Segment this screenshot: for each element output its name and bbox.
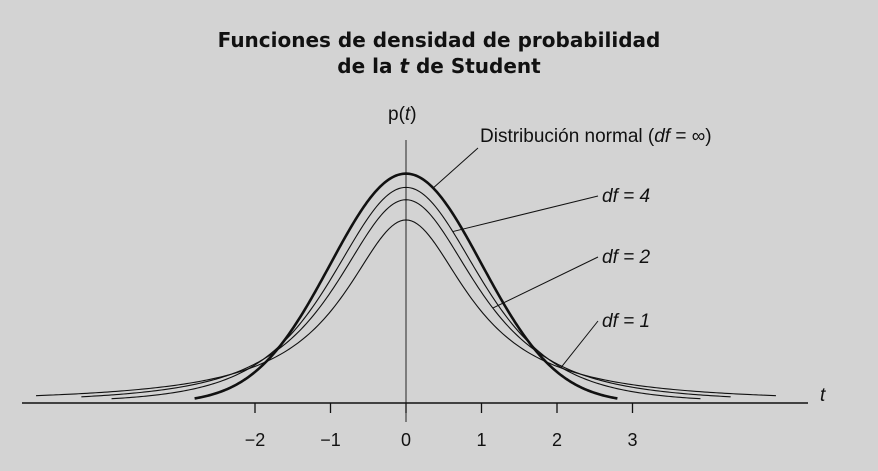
leader-df4: [452, 195, 599, 233]
y-axis-label: p(t): [388, 104, 417, 125]
curve-df-4: [111, 186, 701, 400]
x-tick-label: 1: [476, 430, 486, 450]
annotation-leaders: [432, 147, 599, 369]
x-axis-label: t: [820, 385, 826, 406]
curve-df-inf: [194, 172, 618, 400]
density-curves: [36, 172, 776, 400]
chart-title-line-2: de la t de Student: [0, 54, 878, 78]
leader-df2: [492, 256, 599, 309]
chart-title-prefix: de la: [337, 54, 400, 78]
annotation-df1: df = 1: [602, 311, 650, 332]
x-ticks: −2 −1 0 1 2 3: [245, 403, 638, 450]
x-tick-label: 2: [552, 430, 562, 450]
curve-df-2: [81, 199, 731, 398]
leader-df1: [560, 320, 599, 369]
x-tick-label: 0: [401, 430, 411, 450]
x-tick-label: −2: [245, 430, 266, 450]
chart-title-text: Funciones de densidad de probabilidad: [217, 28, 661, 52]
x-tick-label: −1: [320, 430, 341, 450]
annotation-df2: df = 2: [602, 247, 651, 268]
annotation-df4: df = 4: [602, 186, 650, 207]
x-tick-label: 3: [627, 430, 637, 450]
annotation-normal: Distribución normal (df = ∞): [480, 126, 712, 147]
chart-title-variable: t: [399, 54, 410, 78]
chart-title-line-1: Funciones de densidad de probabilidad: [0, 28, 878, 52]
curve-df-1: [36, 219, 776, 397]
leader-normal: [432, 147, 479, 189]
axes: [22, 140, 808, 422]
chart-title-suffix: de Student: [409, 54, 541, 78]
